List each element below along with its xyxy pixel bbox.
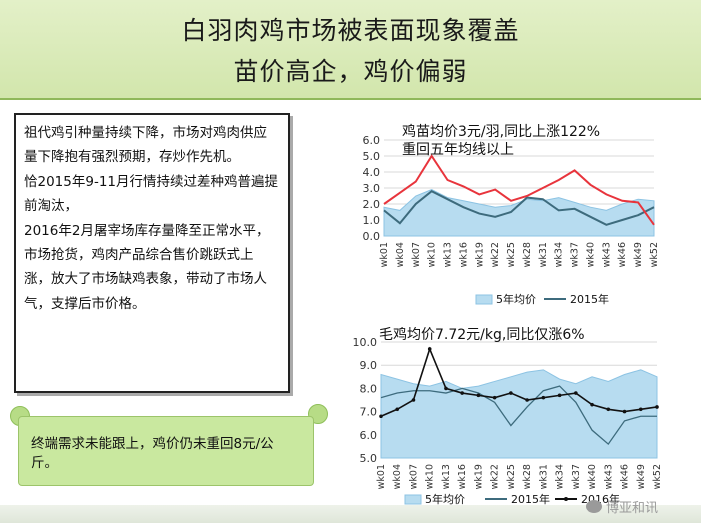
x-tick-label: wk34: [555, 464, 566, 489]
data-point-2: [476, 393, 481, 398]
data-point-2: [525, 398, 529, 402]
x-tick-label: wk13: [441, 464, 452, 489]
data-point-2: [606, 407, 611, 412]
title-banner: 白羽肉鸡市场被表面现象覆盖 苗价高企，鸡价偏弱: [0, 0, 701, 100]
x-tick-label: wk49: [633, 242, 644, 267]
analysis-text-box: 祖代鸡引种量持续下降，市场对鸡肉供应量下降抱有强烈预期，存炒作先机。 恰2015…: [14, 113, 290, 393]
y-tick-label: 3.0: [363, 182, 381, 195]
y-tick-label: 5.0: [360, 452, 378, 465]
x-tick-label: wk07: [408, 464, 419, 489]
x-tick-label: wk19: [473, 464, 484, 489]
x-tick-label: wk28: [522, 242, 533, 267]
y-tick-label: 6.0: [363, 134, 381, 147]
y-tick-label: 1.0: [363, 214, 381, 227]
data-point-2: [509, 391, 513, 395]
note-text: 终端需求未能跟上，鸡价仍未重回8元/公斤。: [31, 436, 274, 471]
series-line-2: [380, 346, 658, 417]
x-tick-label: wk49: [636, 464, 647, 489]
legend-label: 5年均价: [425, 492, 465, 506]
analysis-paragraph-1: 祖代鸡引种量持续下降，市场对鸡肉供应量下降抱有强烈预期，存炒作先机。: [24, 125, 267, 166]
x-tick-label: wk25: [506, 242, 517, 267]
y-tick-label: 10.0: [353, 336, 378, 349]
chick-price-chart: 0.0 1.0 2.0 3.0 4.0 5.0 6.0 wk01 wk04 wk07 wk10 wk1…: [363, 123, 661, 306]
x-tick-label: wk25: [506, 464, 517, 489]
data-point-2: [411, 398, 416, 402]
x-tick-label: wk01: [379, 242, 390, 267]
data-point-2: [590, 402, 594, 407]
x-tick-label: wk04: [392, 464, 403, 489]
y-tick-label: 0.0: [363, 230, 381, 243]
x-tick-label: wk07: [411, 242, 422, 267]
data-point-2: [622, 409, 627, 414]
page-subtitle: 苗价高企，鸡价偏弱: [233, 57, 468, 86]
x-tick-label: wk52: [652, 464, 663, 489]
legend-swatch-area: [404, 494, 422, 505]
x-tick-label: wk37: [571, 464, 582, 489]
x-tick-label: wk13: [443, 242, 454, 267]
x-tick-label: wk22: [490, 242, 501, 267]
wechat-icon: [586, 500, 602, 513]
x-tick-label: wk40: [585, 242, 596, 267]
y-tick-label: 7.0: [360, 406, 378, 419]
x-tick-label: wk43: [601, 242, 612, 267]
data-point-2: [492, 395, 497, 400]
data-point-2: [574, 391, 578, 395]
x-tick-label: wk10: [427, 242, 438, 267]
x-tick-label: wk43: [603, 464, 614, 489]
watermark: 博亚和讯: [586, 497, 658, 516]
x-tick-label: wk16: [458, 242, 469, 267]
data-point-2: [557, 393, 562, 398]
broiler-price-chart: 5.0 6.0 7.0 8.0 9.0 10.0 wk01 wk04 wk07 wk10 wk13 w…: [353, 327, 664, 506]
footer-bar: [0, 505, 701, 523]
x-tick-label: wk40: [587, 464, 598, 489]
legend-marker: [564, 497, 568, 501]
chart-title-line: 鸡苗均价3元/羽,同比上涨122%: [402, 123, 600, 140]
series-line-2: [383, 154, 655, 226]
y-tick-label: 8.0: [360, 382, 378, 395]
x-tick-label: wk04: [395, 242, 406, 267]
x-tick-label: wk19: [474, 242, 485, 267]
series-line-1: [380, 385, 657, 446]
page-title: 白羽肉鸡市场被表面现象覆盖: [181, 16, 520, 45]
chart-title-line: 重回五年均线以上: [402, 142, 514, 158]
x-tick-label: wk28: [522, 464, 533, 489]
x-tick-label: wk46: [617, 242, 628, 267]
y-tick-label: 5.0: [363, 150, 381, 163]
x-tick-label: wk31: [538, 242, 549, 267]
y-tick-label: 2.0: [363, 198, 381, 211]
series-area-5yr-avg: [380, 369, 658, 459]
y-tick-label: 9.0: [360, 359, 378, 372]
x-tick-label: wk10: [425, 464, 436, 489]
series-line-1: [383, 190, 655, 226]
x-tick-label: wk01: [376, 464, 387, 489]
legend-label: 2015年: [511, 492, 550, 506]
x-tick-label: wk22: [490, 464, 501, 489]
data-point-2: [460, 391, 464, 395]
x-tick-label: wk31: [538, 464, 549, 489]
x-tick-label: wk46: [620, 464, 631, 489]
chart-title-line: 毛鸡均价7.72元/kg,同比仅涨6%: [379, 327, 585, 343]
analysis-paragraph-3: 2016年2月屠宰场库存量降至正常水平，市场抢货，鸡肉产品综合售价跳跃式上涨，放…: [24, 222, 270, 312]
legend-label: 2015年: [570, 292, 609, 306]
x-tick-label: wk34: [554, 242, 565, 267]
x-tick-label: wk16: [457, 464, 468, 489]
note-body: 终端需求未能跟上，鸡价仍未重回8元/公斤。: [18, 416, 314, 486]
data-point-2: [541, 395, 546, 400]
y-tick-label: 4.0: [363, 166, 381, 179]
data-point-2: [444, 386, 448, 391]
note-scroll: 终端需求未能跟上，鸡价仍未重回8元/公斤。: [10, 404, 328, 492]
data-point-2: [379, 414, 383, 419]
x-tick-label: wk37: [570, 242, 581, 267]
legend-label: 5年均价: [496, 292, 536, 306]
data-point-2: [655, 405, 659, 409]
data-point-2: [427, 347, 432, 351]
data-point-2: [638, 407, 643, 412]
analysis-paragraph-2: 恰2015年9-11月行情持续过差种鸡普遍提前淘汰，: [24, 173, 278, 215]
watermark-text: 博亚和讯: [606, 501, 659, 516]
data-point-2: [395, 407, 400, 412]
x-tick-label: wk52: [649, 242, 660, 267]
y-tick-label: 6.0: [360, 429, 378, 442]
legend-swatch-area: [475, 294, 493, 305]
